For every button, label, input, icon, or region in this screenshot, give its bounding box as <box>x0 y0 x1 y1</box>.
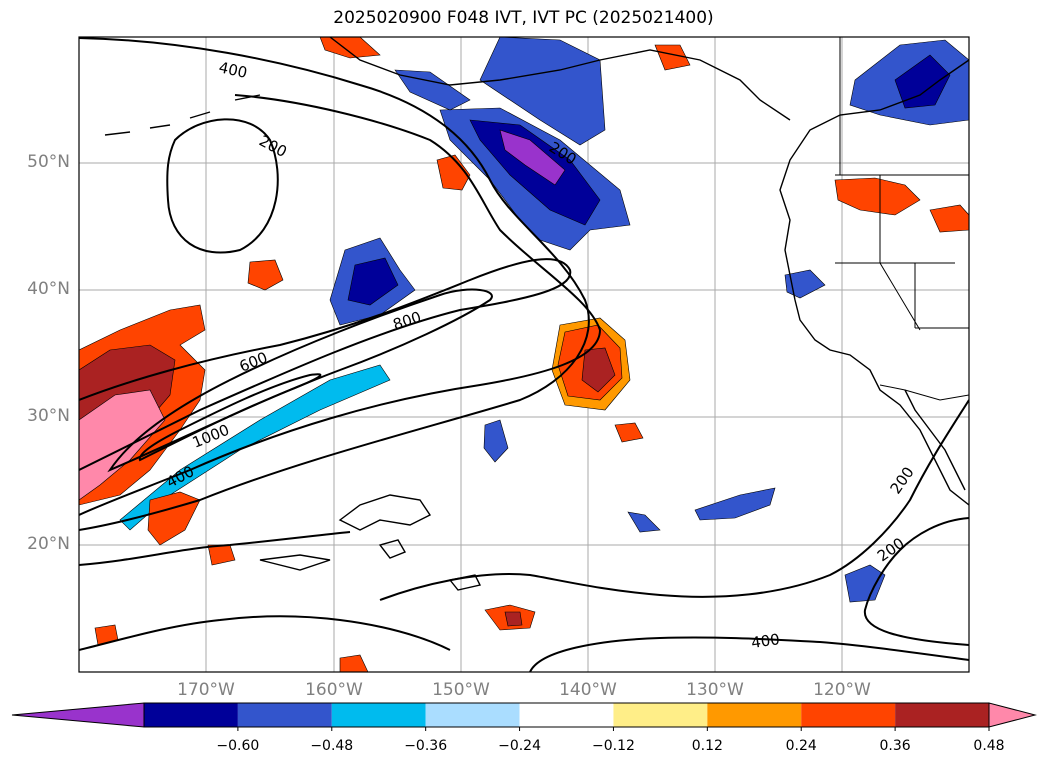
shade-mid-blob-core <box>347 257 399 306</box>
contour-label: 400 <box>750 630 781 652</box>
colorbar-box <box>425 703 520 727</box>
colorbar-box <box>519 703 614 727</box>
positive-ivt-pc-areas <box>79 37 969 672</box>
baja <box>904 389 966 491</box>
colorbar-tick-label: 0.24 <box>785 738 817 754</box>
colorbar-extend-min <box>11 702 145 728</box>
shade-south-3 <box>614 422 644 443</box>
colorbar-box <box>801 703 896 727</box>
us-mexico-border <box>879 384 969 401</box>
map-title: 2025020900 F048 IVT, IVT PC (2025021400) <box>333 8 714 28</box>
contour-400-west-high <box>79 531 351 566</box>
latitude-label: 30°N <box>27 406 70 426</box>
hawaii-1 <box>338 494 432 531</box>
shade-nw-pac <box>436 154 471 191</box>
contour-200-loop <box>166 118 279 254</box>
na-west-coast <box>779 59 969 506</box>
shade-sub-5 <box>627 511 661 533</box>
colorbar-box <box>707 703 802 727</box>
state-lines <box>835 37 969 331</box>
colorbar-extend-max <box>988 702 1037 728</box>
colorbar-tick-label: −0.12 <box>591 738 635 754</box>
contour-200-north <box>79 94 602 516</box>
longitude-label: 150°W <box>432 680 490 700</box>
borders <box>835 37 969 401</box>
longitude-label: 120°W <box>813 680 871 700</box>
shade-sub-1 <box>694 487 776 521</box>
shade-sub-4 <box>784 269 826 299</box>
shade-south-2 <box>147 491 201 546</box>
longitude-label: 140°W <box>559 680 617 700</box>
shade-south-1-core <box>504 611 523 627</box>
shade-ne-blob-core <box>894 54 951 109</box>
colorbar-tick-label: 0.12 <box>691 738 723 754</box>
shade-sub-3 <box>483 419 509 463</box>
longitude-label: 170°W <box>177 680 235 700</box>
colorbar-outline <box>143 702 990 728</box>
shade-ne-orange-2 <box>929 204 969 233</box>
longitude-label: 130°W <box>686 680 744 700</box>
hawaii-3 <box>259 554 331 571</box>
shade-north-band <box>479 37 606 146</box>
contour-600 <box>79 258 572 471</box>
shade-main-band-core <box>469 119 601 226</box>
colorbar-tick-label: 0.48 <box>973 738 1005 754</box>
contour-200-lower <box>863 517 969 646</box>
latitude-label: 20°N <box>27 534 70 554</box>
shade-ak-band <box>394 69 471 111</box>
ivt-contours <box>79 37 969 672</box>
hawaii-4 <box>448 574 482 591</box>
contour-400-north <box>79 37 590 531</box>
colorbar-box <box>237 703 332 727</box>
shade-south-6 <box>339 654 369 672</box>
shade-ak-orange-2 <box>654 44 691 71</box>
hawaii-2 <box>378 539 407 559</box>
colorbar-tick-label: −0.24 <box>498 738 541 754</box>
colorbar-box <box>144 703 238 727</box>
latitude-label: 40°N <box>27 279 70 299</box>
shade-center-blob-max <box>581 347 616 393</box>
colorbar-box <box>895 703 989 727</box>
contour-label: 400 <box>217 58 249 82</box>
shade-west-max <box>79 389 166 501</box>
shade-ak-orange <box>319 37 381 59</box>
coastlines <box>104 37 969 591</box>
colorbar-tick-label: −0.36 <box>404 738 448 754</box>
contour-200-east <box>379 399 969 601</box>
aleutians <box>104 94 261 136</box>
colorbar-tick-label: −0.60 <box>216 738 260 754</box>
shade-main-band-max <box>499 129 566 186</box>
colorbar-tick-label: 0.36 <box>879 738 911 754</box>
alaska-coast <box>329 37 791 121</box>
colorbar <box>11 702 1037 731</box>
contour-200-southwest <box>79 615 451 651</box>
latitude-label: 50°N <box>27 152 70 172</box>
colorbar-box <box>613 703 708 727</box>
contour-1000 <box>138 373 322 462</box>
longitude-label: 160°W <box>305 680 363 700</box>
negative-ivt-pc-areas <box>119 37 969 603</box>
shade-south-4 <box>247 259 284 291</box>
colorbar-box <box>331 703 426 727</box>
colorbar-tick-label: −0.48 <box>310 738 354 754</box>
shade-sub-2 <box>844 564 886 603</box>
contour-400-south <box>529 636 969 672</box>
